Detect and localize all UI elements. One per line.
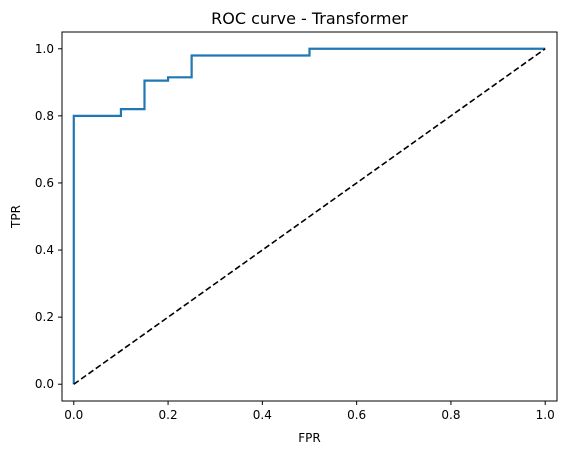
y-tick-label: 0.8	[35, 109, 54, 123]
y-tick-label: 0.6	[35, 176, 54, 190]
x-axis-label: FPR	[298, 431, 320, 445]
y-axis-label: TPR	[9, 205, 23, 229]
x-tick-label: 0.4	[253, 408, 272, 422]
chart-title: ROC curve - Transformer	[211, 9, 408, 28]
roc-curve-line	[72, 47, 546, 385]
x-tick-label: 0.6	[347, 408, 366, 422]
x-tick-label: 0.2	[159, 408, 178, 422]
y-tick-label: 0.4	[35, 243, 54, 257]
y-tick-label: 0.0	[35, 377, 54, 391]
y-tick-label: 1.0	[35, 42, 54, 56]
axes-frame	[61, 31, 558, 402]
plot-area	[72, 47, 546, 385]
y-tick-label: 0.2	[35, 310, 54, 324]
x-tick-label: 0.0	[64, 408, 83, 422]
chance-diagonal-line	[73, 48, 546, 385]
axes: 0.0 0.2 0.4 0.6 0.8 1.0 0.0 0.2 0.4 0.6 0.8 1.0	[35, 31, 558, 422]
x-tick-label: 0.8	[441, 408, 460, 422]
x-tick-label: 1.0	[536, 408, 555, 422]
